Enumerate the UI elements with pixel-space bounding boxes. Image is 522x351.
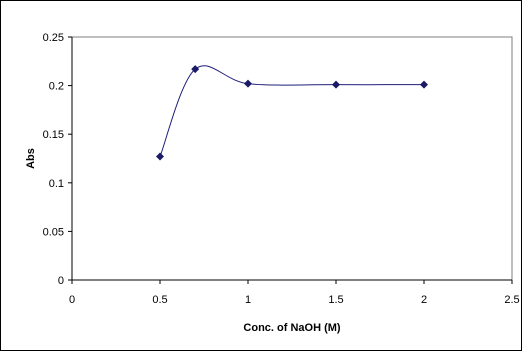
data-point-marker: [244, 79, 252, 88]
data-point-marker: [191, 65, 200, 74]
y-axis-ticks: 0 0.05 0.1 0.15 0.2 0.25: [43, 32, 72, 287]
data-point-marker: [420, 80, 428, 89]
series-markers: [156, 65, 428, 161]
y-tick-label: 0: [58, 275, 64, 287]
x-tick-label: 2.5: [504, 294, 519, 306]
plot-area: [71, 36, 513, 281]
x-axis-title: Conc. of NaOH (M): [243, 322, 340, 334]
x-tick-label: 1: [245, 294, 251, 306]
y-tick-label: 0.25: [43, 32, 64, 44]
y-tick-label: 0.15: [43, 129, 64, 141]
x-tick-label: 1.5: [328, 294, 343, 306]
data-point-marker: [156, 152, 164, 161]
x-tick-label: 0.5: [152, 294, 167, 306]
x-tick-label: 2: [421, 294, 427, 306]
x-tick-label: 0: [69, 294, 75, 306]
x-axis-ticks: 0 0.5 1 1.5 2 2.5: [69, 280, 520, 306]
y-tick-label: 0.2: [49, 81, 64, 93]
y-tick-label: 0.1: [49, 178, 64, 190]
y-axis-title: Abs: [25, 148, 37, 169]
data-point-marker: [332, 80, 340, 89]
y-tick-label: 0.05: [43, 226, 64, 238]
